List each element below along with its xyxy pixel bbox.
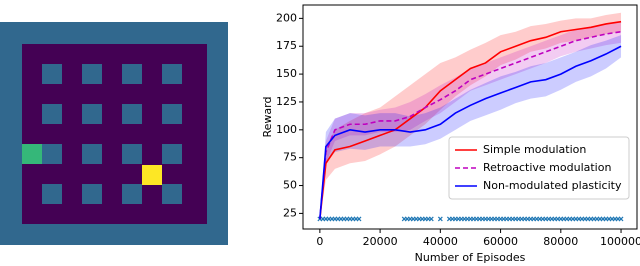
episode-marker: [428, 216, 434, 222]
y-tick-label: 175: [276, 39, 297, 52]
confidence-band: [319, 35, 622, 219]
x-axis-label: Number of Episodes: [415, 251, 526, 264]
episode-marker: [618, 216, 624, 222]
plot-frame: [302, 4, 638, 230]
legend-label: Retroactive modulation: [483, 161, 611, 174]
series-line: [319, 20, 622, 220]
legend-box: [448, 136, 630, 200]
y-tick-label: 100: [276, 123, 297, 136]
y-tick-label: 75: [283, 151, 297, 164]
maze-reward: [142, 165, 162, 185]
legend-label: Non-modulated plasticity: [483, 179, 622, 192]
maze: [0, 22, 228, 245]
episode-marker: [437, 216, 443, 222]
x-tick-label: 0: [316, 235, 323, 248]
maze-agent: [22, 144, 42, 164]
y-tick-label: 125: [276, 95, 297, 108]
y-tick-label: 150: [276, 67, 297, 80]
x-tick-label: 60000: [483, 235, 518, 248]
y-axis-label: Reward: [261, 97, 274, 138]
x-tick-label: 80000: [543, 235, 578, 248]
y-tick-label: 50: [283, 179, 297, 192]
y-tick-label: 200: [276, 11, 297, 24]
series-line: [319, 30, 622, 220]
confidence-band: [319, 12, 622, 219]
y-tick-label: 25: [283, 206, 297, 219]
x-tick-label: 100000: [600, 235, 640, 248]
maze-blocks: [42, 64, 182, 204]
x-tick-label: 40000: [423, 235, 458, 248]
x-tick-label: 20000: [363, 235, 398, 248]
episode-marker: [356, 216, 362, 222]
series-line: [319, 45, 622, 220]
chart: Number of Episodes Reward 0 20000 40000 600…: [261, 4, 640, 264]
legend-label: Simple modulation: [483, 143, 586, 156]
